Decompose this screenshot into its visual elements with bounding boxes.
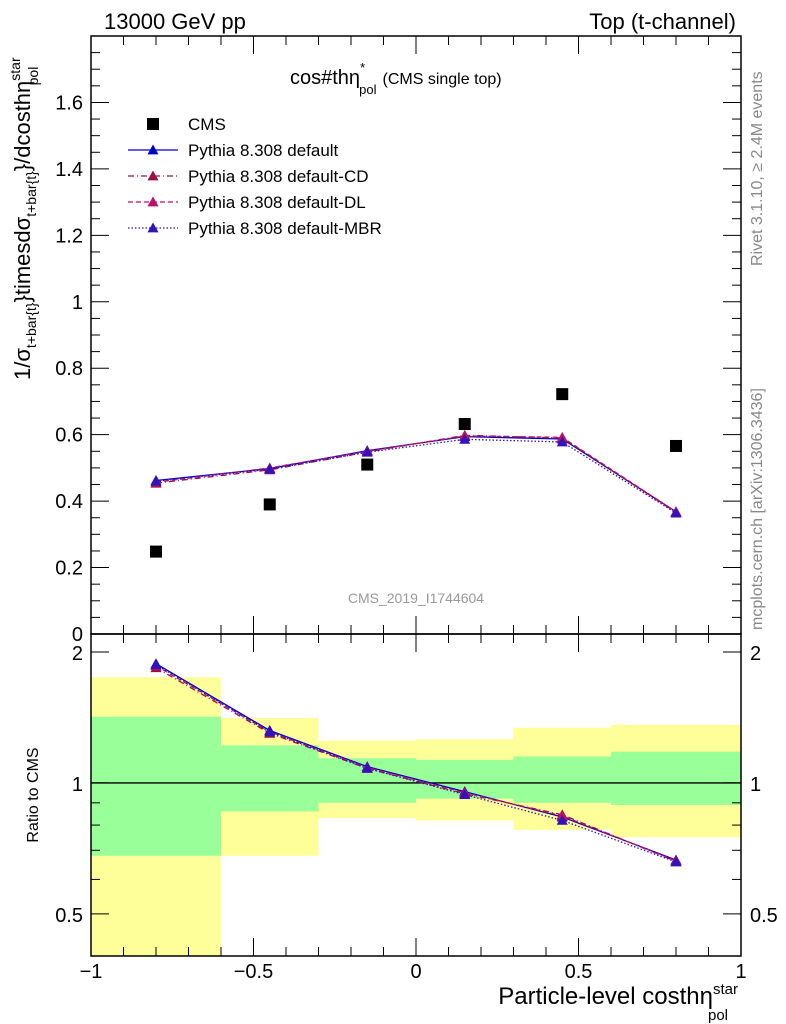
y-title-6: star: [7, 57, 23, 81]
ratio-marker-3: [361, 762, 373, 773]
watermark: CMS_2019_I1744604: [348, 590, 484, 606]
main-y-tick-label: 1.4: [55, 159, 83, 181]
plot-title-main: cos#thη: [290, 67, 360, 89]
x-title-main: Particle-level costhη: [498, 983, 713, 1010]
uncertainty-band-inner: [91, 716, 221, 856]
mc-marker-4: [264, 463, 276, 474]
main-data-layer: [150, 388, 682, 558]
x-tick-label: 0: [410, 961, 421, 983]
x-tick-label: 1: [735, 961, 746, 983]
uncertainty-band-inner: [611, 751, 741, 805]
ratio-y-tick-label: 2: [72, 643, 83, 665]
y-title-7: pol: [25, 67, 41, 86]
plot-title: cos#thη* pol (CMS single top): [290, 60, 502, 97]
mc-marker-4: [361, 446, 373, 457]
cms-data-point: [361, 458, 374, 471]
main-y-tick-label: 0.2: [55, 558, 83, 580]
cms-data-point: [150, 545, 162, 558]
uncertainty-band-inner: [221, 745, 319, 812]
x-axis-title: Particle-level costhηstar pol: [498, 981, 738, 1024]
main-y-tick-label: 1.2: [55, 225, 83, 247]
main-y-tick-label: 1.6: [55, 92, 83, 114]
y-title-2: t+bar{t}: [23, 302, 39, 348]
mc-marker-4: [556, 436, 568, 447]
mc-marker-4: [150, 475, 162, 486]
y-title-3: }timesdσ: [10, 216, 35, 302]
plot-title-rest: (CMS single top): [382, 71, 501, 88]
main-y-tick-label: 0.6: [55, 425, 83, 447]
ratio-marker-3: [264, 726, 276, 737]
main-panel: 0 0.2 0.4 0.6 0.8 1 1.2 1.4 1.6 cos#thη* pol (CMS …: [7, 35, 742, 646]
ratio-y-tick-label-right: 2: [750, 643, 761, 665]
main-y-tick-label: 0: [72, 624, 83, 646]
main-y-tick-label: 1: [72, 292, 83, 314]
legend-marker: [147, 196, 159, 207]
ratio-marker-3: [459, 789, 471, 800]
cms-data-point: [263, 498, 276, 511]
legend-label: Pythia 8.308 default: [188, 141, 339, 160]
y-title-1: 1/σ: [10, 348, 35, 380]
cms-data-point: [670, 439, 682, 452]
mc-line-4: [155, 438, 677, 514]
mc-marker-4: [459, 433, 471, 444]
x-title-sub: pol: [708, 1007, 728, 1024]
ratio-y-axis-title: Ratio to CMS: [25, 747, 42, 842]
ratio-data-layer: [91, 658, 741, 956]
main-y-tick-label: 0.8: [55, 358, 83, 380]
legend-label: Pythia 8.308 default-DL: [188, 193, 366, 212]
legend-marker-cms: [147, 118, 159, 130]
y-title-5: }/dcosthη: [10, 81, 35, 172]
legend-marker: [147, 144, 159, 155]
cms-data-point: [556, 388, 569, 401]
legend-marker: [147, 222, 159, 233]
header-left: 13000 GeV pp: [104, 9, 246, 34]
ratio-line-1: [155, 667, 677, 863]
legend: CMS Pythia 8.308 default Pythia 8.308 defa…: [128, 115, 382, 238]
main-y-axis-title: 1/σt+bar{t}}timesdσt+bar{t}}/dcosthηstar…: [7, 57, 41, 380]
mc-line-2: [155, 434, 677, 513]
ratio-marker-3: [556, 814, 568, 825]
mcplots-label: mcplots.cern.ch [arXiv:1306.3436]: [749, 388, 766, 630]
uncertainty-band-inner: [513, 756, 611, 803]
x-title-sup: star: [713, 981, 738, 998]
ratio-marker-3: [150, 659, 162, 670]
ratio-marker-3: [670, 856, 682, 867]
ratio-line-0: [155, 663, 677, 861]
cms-data-point: [458, 418, 471, 431]
ratio-line-2: [155, 665, 677, 862]
mc-marker-4: [670, 507, 682, 518]
plot-title-sup: *: [360, 60, 365, 75]
main-y-axis: 0 0.2 0.4 0.6 0.8 1 1.2 1.4 1.6: [55, 35, 741, 646]
ratio-y-tick-label-right: 1: [750, 774, 761, 796]
x-tick-label: −0.5: [234, 961, 273, 983]
x-tick-label: 0.5: [565, 961, 593, 983]
x-tick-label: −1: [80, 961, 103, 983]
main-y-tick-label: 0.4: [55, 491, 83, 513]
mc-line-3: [155, 435, 677, 513]
ratio-panel: 0.5 0.5 1 1 2 2 −1 −0.5 0 0.5 1 Ratio to CMS Parti…: [25, 633, 778, 1024]
rivet-label: Rivet 3.1.10, ≥ 2.4M events: [749, 71, 766, 266]
ratio-axes: 0.5 0.5 1 1 2 2 −1 −0.5 0 0.5 1: [55, 634, 778, 983]
legend-marker: [147, 170, 159, 181]
ratio-y-tick-label: 1: [72, 774, 83, 796]
ratio-y-tick-label-right: 0.5: [750, 905, 778, 927]
legend-label: Pythia 8.308 default-MBR: [188, 219, 382, 238]
main-x-ticks: [90, 36, 742, 634]
legend-label: CMS: [188, 115, 226, 134]
y-title-4: t+bar{t}: [23, 171, 39, 217]
header-right: Top (t-channel): [589, 9, 736, 34]
ratio-y-tick-label: 0.5: [55, 905, 83, 927]
plot-title-sub: pol: [359, 82, 376, 97]
legend-label: Pythia 8.308 default-CD: [188, 167, 369, 186]
